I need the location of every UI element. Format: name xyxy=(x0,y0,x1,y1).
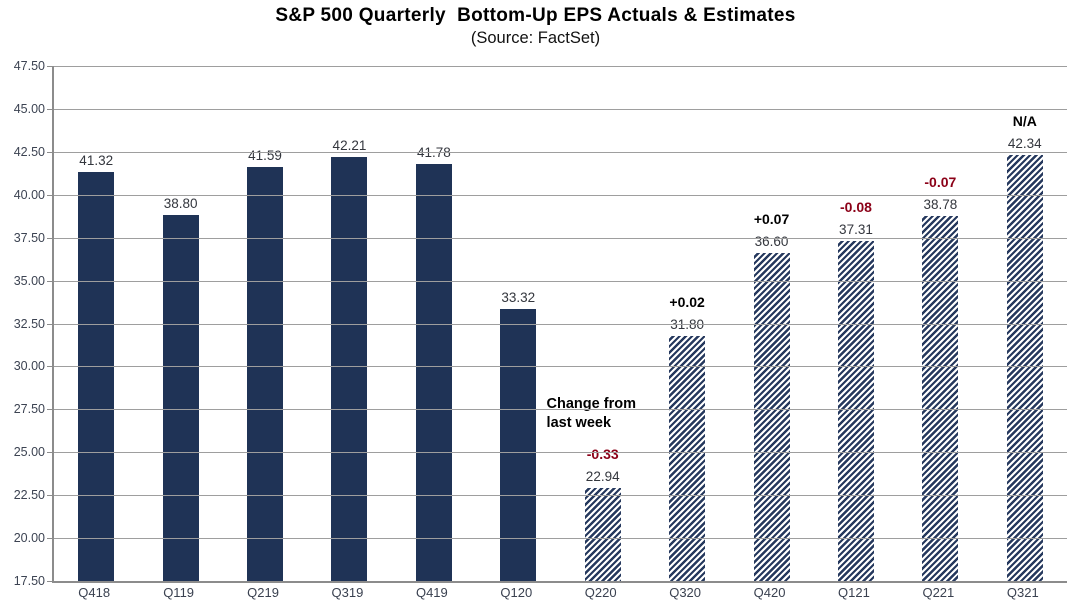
plot-area: 47.50 45.00 42.50 40.00 37.50 35.00 32.50 30.00… xyxy=(14,59,1067,588)
y-axis-tick xyxy=(47,66,53,67)
bar-change-label: -0.33 xyxy=(586,445,619,462)
y-axis-label: 27.50 xyxy=(13,402,45,417)
bar-change-label: +0.07 xyxy=(753,211,790,228)
estimate-bar-q121 xyxy=(837,240,874,581)
y-axis-label: 47.50 xyxy=(13,59,45,73)
y-axis-tick xyxy=(47,194,53,196)
gridline xyxy=(54,538,1067,540)
bar-change-label: +0.02 xyxy=(669,293,705,310)
gridline xyxy=(54,194,1067,196)
bar-change-label: N/A xyxy=(1012,112,1037,129)
y-axis-tick xyxy=(47,151,53,153)
bar-change-label: -0.08 xyxy=(839,198,872,215)
chart-title: S&P 500 Quarterly Bottom-Up EPS Actuals … xyxy=(275,5,796,26)
bar-slot-q221: 38.78 -0.07 xyxy=(898,66,982,581)
actual-bar-q418 xyxy=(78,172,115,581)
actual-bar-q120 xyxy=(500,309,537,581)
bar-slot-q220: 22.94 -0.33 Change from last week xyxy=(547,66,645,581)
bar-slot-q420: 36.60 +0.07 xyxy=(729,66,813,581)
gridline xyxy=(54,323,1067,325)
y-axis-label: 35.00 xyxy=(13,273,45,288)
bar-value-label: 38.78 xyxy=(923,196,958,212)
gridline xyxy=(54,366,1067,368)
actual-bar-q219 xyxy=(247,167,284,581)
y-axis-tick xyxy=(47,581,53,582)
x-axis-label-q420: Q420 xyxy=(753,585,786,600)
y-axis-label: 25.00 xyxy=(13,445,45,460)
bar-slot-q120: 33.32 xyxy=(476,66,560,581)
x-axis-label-q418: Q418 xyxy=(78,585,111,600)
y-axis-label: 42.50 xyxy=(13,144,45,159)
gridline xyxy=(54,151,1067,153)
x-axis-label-q321: Q321 xyxy=(1006,585,1039,600)
y-axis-label: 17.50 xyxy=(13,574,45,588)
bar-slot-q321: 42.34 N/A xyxy=(983,66,1067,581)
x-axis-label-q220: Q220 xyxy=(584,585,617,600)
y-axis-label: 32.50 xyxy=(13,316,45,331)
estimate-bar-q221 xyxy=(922,215,959,581)
actual-bar-q319 xyxy=(331,156,368,581)
actual-bar-q419 xyxy=(415,164,452,581)
bar-change-label: -0.07 xyxy=(924,173,957,190)
bar-value-label: 41.59 xyxy=(248,148,282,164)
estimate-bar-q321 xyxy=(1006,154,1043,581)
bar-value-label: 42.21 xyxy=(332,137,367,153)
bar-slot-q119: 38.80 xyxy=(138,66,222,581)
x-axis-label-q120: Q120 xyxy=(500,585,533,600)
bar-value-label: 22.94 xyxy=(585,468,620,484)
y-axis-label: 20.00 xyxy=(13,531,45,546)
bar-value-label: 36.60 xyxy=(754,234,789,250)
estimate-bar-q320 xyxy=(669,335,706,581)
x-axis-label-q319: Q319 xyxy=(331,585,364,600)
gridline xyxy=(54,108,1067,110)
y-axis-tick xyxy=(47,409,53,411)
bar-value-label: 33.32 xyxy=(501,290,536,306)
x-axis-label-q221: Q221 xyxy=(922,585,955,600)
gridline xyxy=(54,237,1067,239)
estimate-bar-q420 xyxy=(753,253,790,581)
y-axis-label: 45.00 xyxy=(13,101,45,116)
gridline xyxy=(54,452,1067,454)
gridline xyxy=(54,66,1067,67)
y-axis-tick xyxy=(47,495,53,497)
bar-value-label: 42.34 xyxy=(1007,135,1042,151)
y-axis-label: 22.50 xyxy=(13,488,45,503)
y-axis-tick xyxy=(47,366,53,368)
y-axis-tick xyxy=(47,452,53,454)
y-axis-label: 37.50 xyxy=(13,230,45,245)
y-axis-tick xyxy=(47,323,53,325)
bar-value-label: 41.32 xyxy=(79,153,114,169)
y-axis-label: 30.00 xyxy=(13,359,45,374)
actual-bar-q119 xyxy=(162,215,199,581)
x-axis: Q418 Q119 Q219 Q319 Q419 Q120 Q220 Q320 Q420 Q121… xyxy=(52,585,1065,605)
x-axis-label-q121: Q121 xyxy=(838,585,870,600)
chart-note: Change from last week xyxy=(546,395,636,432)
gridline xyxy=(54,409,1067,411)
y-axis-tick xyxy=(47,108,53,110)
y-axis-tick xyxy=(47,237,53,239)
gridline xyxy=(54,280,1067,282)
bar-slot-q319: 42.21 xyxy=(307,66,391,581)
bar-slot-q418: 41.32 xyxy=(54,66,138,581)
chart-subtitle: (Source: FactSet) xyxy=(470,29,601,47)
x-axis-label-q219: Q219 xyxy=(247,585,279,600)
y-axis-label: 40.00 xyxy=(13,187,45,202)
bar-value-label: 38.80 xyxy=(163,196,198,212)
y-axis-tick xyxy=(47,538,53,540)
bar-slot-q121: 37.31 -0.08 xyxy=(814,66,898,581)
x-axis-label-q419: Q419 xyxy=(415,585,448,600)
y-axis-tick xyxy=(47,280,53,282)
estimate-bar-q220 xyxy=(584,487,621,581)
bar-value-label: 37.31 xyxy=(839,221,873,237)
x-axis-label-q119: Q119 xyxy=(163,585,195,600)
bar-slot-q219: 41.59 xyxy=(223,66,307,581)
gridline xyxy=(54,495,1067,497)
x-axis-label-q320: Q320 xyxy=(669,585,702,600)
